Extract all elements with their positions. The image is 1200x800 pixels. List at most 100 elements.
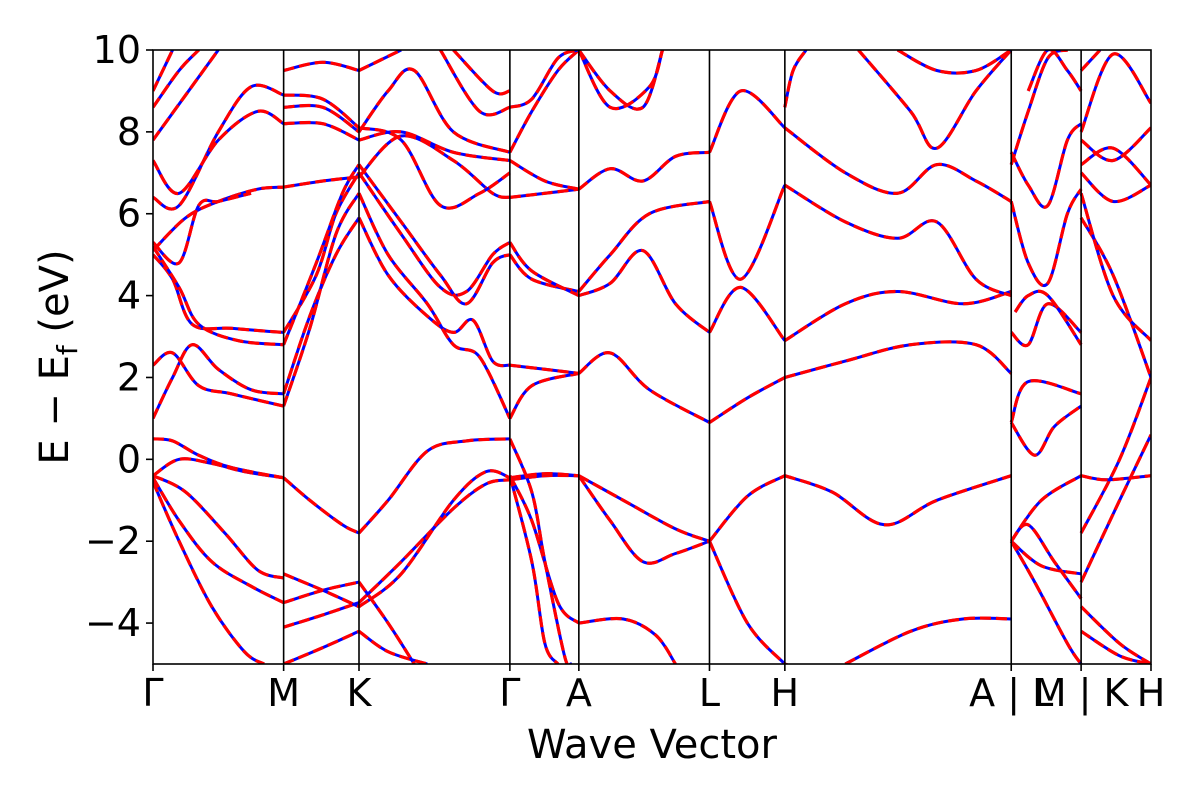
band-7-9-blue — [1009, 122, 1083, 209]
band-8-7-red — [1079, 171, 1151, 204]
band-2-1-red — [357, 478, 511, 604]
band-2-6-red — [357, 192, 512, 420]
band-7-3-red — [1009, 474, 1082, 543]
band-4-3-red — [577, 351, 711, 424]
band-5-3-blue — [708, 285, 786, 342]
band-2-12-red — [358, 126, 511, 210]
band-3-10-red — [509, 159, 580, 191]
band-3-1-red — [509, 472, 579, 480]
band-7-1-red — [1009, 540, 1083, 664]
band-0-1-blue — [153, 477, 285, 604]
band-8-3-red — [1079, 376, 1151, 534]
x-tick-label-5: L — [699, 671, 720, 715]
band-1-12-red — [283, 93, 361, 130]
band-6-5-red — [783, 183, 1012, 298]
x-tick-label-0: Γ — [142, 671, 163, 715]
x-tick-label-9: H — [1137, 671, 1166, 715]
band-2-8-red — [357, 163, 511, 306]
band-0-10-red — [153, 191, 252, 266]
band-3-6-red — [509, 363, 579, 375]
band-5-1-blue — [708, 474, 786, 543]
band-4-1-blue — [577, 474, 710, 565]
x-tick-label-3: Γ — [499, 671, 520, 715]
band-8-8-red — [1080, 146, 1151, 187]
band-0-9-red — [153, 185, 284, 252]
x-tick-label-2: K — [347, 671, 373, 715]
band-6-2-blue — [784, 474, 1012, 527]
band-0-8-red — [153, 245, 284, 347]
band-4-1-red — [577, 474, 711, 565]
band-7-8-red — [1009, 188, 1083, 288]
band-0-13-red — [153, 50, 220, 142]
band-2-4-red — [357, 437, 510, 535]
y-tick-label-0: −4 — [85, 601, 141, 645]
y-tick-label-6: 8 — [117, 110, 141, 154]
band-5-4-red — [707, 184, 787, 281]
band-8-11-red — [1079, 50, 1102, 72]
band-7-6-blue — [1010, 302, 1083, 348]
band-2-7-red — [357, 171, 511, 297]
band-6-8-red — [896, 50, 1013, 75]
band-5-4-blue — [708, 184, 787, 281]
y-tick-label-3: 2 — [117, 355, 141, 399]
band-6-1-blue — [844, 616, 1012, 664]
band-2-9-red — [357, 134, 511, 200]
band-0-9-blue — [153, 185, 284, 252]
band-1-10-red — [283, 120, 360, 142]
band-0-1-red — [153, 476, 285, 605]
band-8-10-red — [1079, 52, 1151, 133]
band-4-8-red — [577, 50, 665, 111]
band-0-12-blue — [153, 109, 285, 195]
band-8-7-blue — [1080, 171, 1151, 204]
band-3-0-red — [509, 473, 579, 482]
band-2-0-red — [358, 629, 428, 664]
band-5-5-red — [708, 89, 786, 154]
y-axis-label-subscript: f — [51, 344, 84, 355]
band-3-12-red — [509, 50, 580, 109]
band-4-6-red — [577, 150, 710, 191]
band-0-0-red — [153, 481, 265, 664]
band-7-10-red — [1009, 50, 1069, 166]
band-5-3-red — [708, 285, 787, 342]
band-1-1-red — [283, 601, 360, 629]
y-axis-label-suffix: (eV) — [32, 249, 78, 345]
y-tick-label-1: −2 — [85, 519, 141, 563]
y-tick-label-5: 6 — [117, 192, 141, 236]
band-3-11-red — [508, 50, 580, 154]
band-2-3-red — [357, 581, 416, 664]
y-axis-label: E − Ef (eV) — [32, 249, 84, 464]
band-5-2-red — [708, 376, 786, 424]
kpoint-vertical-lines — [282, 50, 1082, 664]
band-6-1-red — [844, 616, 1012, 664]
x-tick-label-6: H — [771, 671, 800, 715]
band-4-6-blue — [577, 150, 710, 191]
band-1-4-red — [282, 476, 360, 535]
band-3-3-red — [508, 475, 560, 664]
band-2-14-red — [439, 50, 511, 117]
band-1-9-red — [283, 175, 360, 189]
band-2-0-blue — [358, 630, 428, 664]
y-tick-label-4: 4 — [117, 274, 141, 318]
band-2-6-blue — [357, 192, 512, 420]
band-0-4-blue — [153, 437, 284, 480]
band-1-5-red — [282, 216, 361, 395]
band-7-3-blue — [1009, 474, 1082, 543]
band-1-13-red — [283, 60, 360, 73]
band-0-7-blue — [153, 253, 284, 334]
band-5-6-red — [783, 50, 808, 108]
band-4-4-red — [578, 248, 711, 334]
plot-frame — [152, 49, 1152, 665]
band-8-6-red — [1079, 192, 1151, 342]
band-7-2-red — [1009, 522, 1083, 600]
band-1-4-blue — [282, 476, 360, 535]
y-tick-label-7: 10 — [93, 28, 141, 72]
band-3-2-red — [508, 474, 580, 625]
band-6-4-blue — [784, 289, 1012, 342]
band-3-10-blue — [509, 159, 580, 191]
band-2-15-red — [452, 50, 511, 96]
band-0-7-red — [153, 253, 284, 334]
band-1-0-red — [282, 629, 360, 664]
band-1-10-blue — [283, 121, 360, 142]
band-1-5-blue — [282, 216, 361, 395]
